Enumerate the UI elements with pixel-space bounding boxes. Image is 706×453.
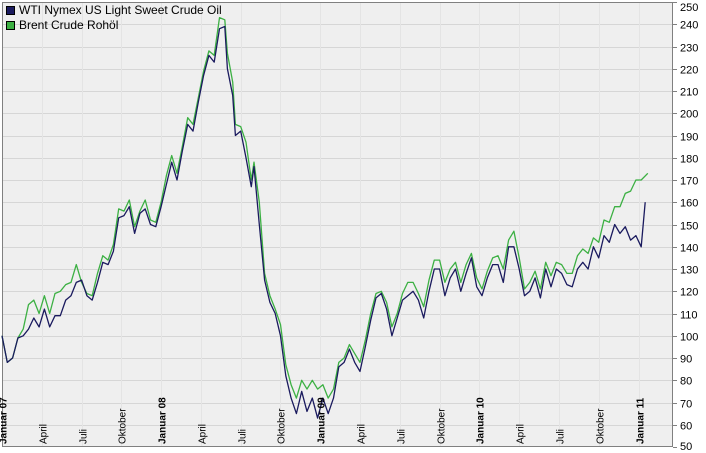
- x-tick-label: Januar 10: [476, 397, 487, 444]
- y-tick-label: 160: [680, 198, 698, 210]
- y-tick-label: 240: [680, 20, 698, 32]
- x-axis: Januar 07 April Juli Oktober Januar 08 April J…: [0, 397, 647, 444]
- y-tick-label: 100: [680, 332, 698, 344]
- x-tick-label: April: [198, 424, 209, 444]
- y-tick-label: 80: [680, 376, 692, 388]
- y-tick-label: 130: [680, 265, 698, 277]
- x-tick-label: Juli: [238, 429, 249, 444]
- x-tick-label: April: [39, 424, 50, 444]
- legend-swatch-wti: [6, 6, 15, 15]
- x-tick-label: Juli: [556, 429, 567, 444]
- y-tick-label: 190: [680, 132, 698, 144]
- y-tick-label: 120: [680, 287, 698, 299]
- x-tick-label: Oktober: [437, 408, 448, 444]
- plot-border: [2, 2, 673, 447]
- y-tick-label: 140: [680, 243, 698, 255]
- series-line-brent: [1, 16, 649, 399]
- legend-label-wti: WTI Nymex US Light Sweet Crude Oil: [19, 3, 222, 17]
- legend-item-brent: Brent Crude Rohöl: [6, 18, 222, 33]
- y-tick-label: 220: [680, 65, 698, 77]
- legend-item-wti: WTI Nymex US Light Sweet Crude Oil: [6, 3, 222, 18]
- y-tick-label: 60: [680, 421, 692, 433]
- y-tick-label: 110: [680, 310, 698, 322]
- x-tick-label: Juli: [397, 429, 408, 444]
- y-tick-label: 230: [680, 43, 698, 55]
- legend: WTI Nymex US Light Sweet Crude Oil Brent…: [6, 3, 222, 33]
- y-tick-label: 70: [680, 399, 692, 411]
- legend-label-brent: Brent Crude Rohöl: [19, 18, 119, 32]
- series-line-wti: [1, 25, 646, 419]
- y-tick-label: 170: [680, 176, 698, 188]
- x-tick-label: Januar 11: [636, 397, 647, 444]
- y-tick-label: 150: [680, 221, 698, 233]
- y-tick-label: 90: [680, 354, 692, 366]
- y-tick-label: 50: [680, 441, 692, 453]
- y-axis: 50 60 70 80 90 100 110 120 130 140 150 160 170 180 190…: [673, 2, 698, 453]
- series-layer: [1, 16, 649, 419]
- x-tick-label: Oktober: [118, 408, 129, 444]
- y-tick-label: 200: [680, 109, 698, 121]
- x-tick-label: April: [357, 424, 368, 444]
- y-tick-label: 250: [680, 2, 698, 14]
- y-tick-label: 210: [680, 87, 698, 99]
- x-tick-label: April: [516, 424, 527, 444]
- x-tick-label: Oktober: [277, 408, 288, 444]
- y-tick-label: 180: [680, 154, 698, 166]
- x-tick-label: Januar 09: [317, 397, 328, 444]
- x-tick-label: Januar 08: [158, 397, 169, 444]
- x-tick-label: Januar 07: [0, 397, 10, 444]
- x-tick-label: Oktober: [596, 408, 607, 444]
- x-tick-label: Juli: [79, 429, 90, 444]
- legend-swatch-brent: [6, 21, 15, 30]
